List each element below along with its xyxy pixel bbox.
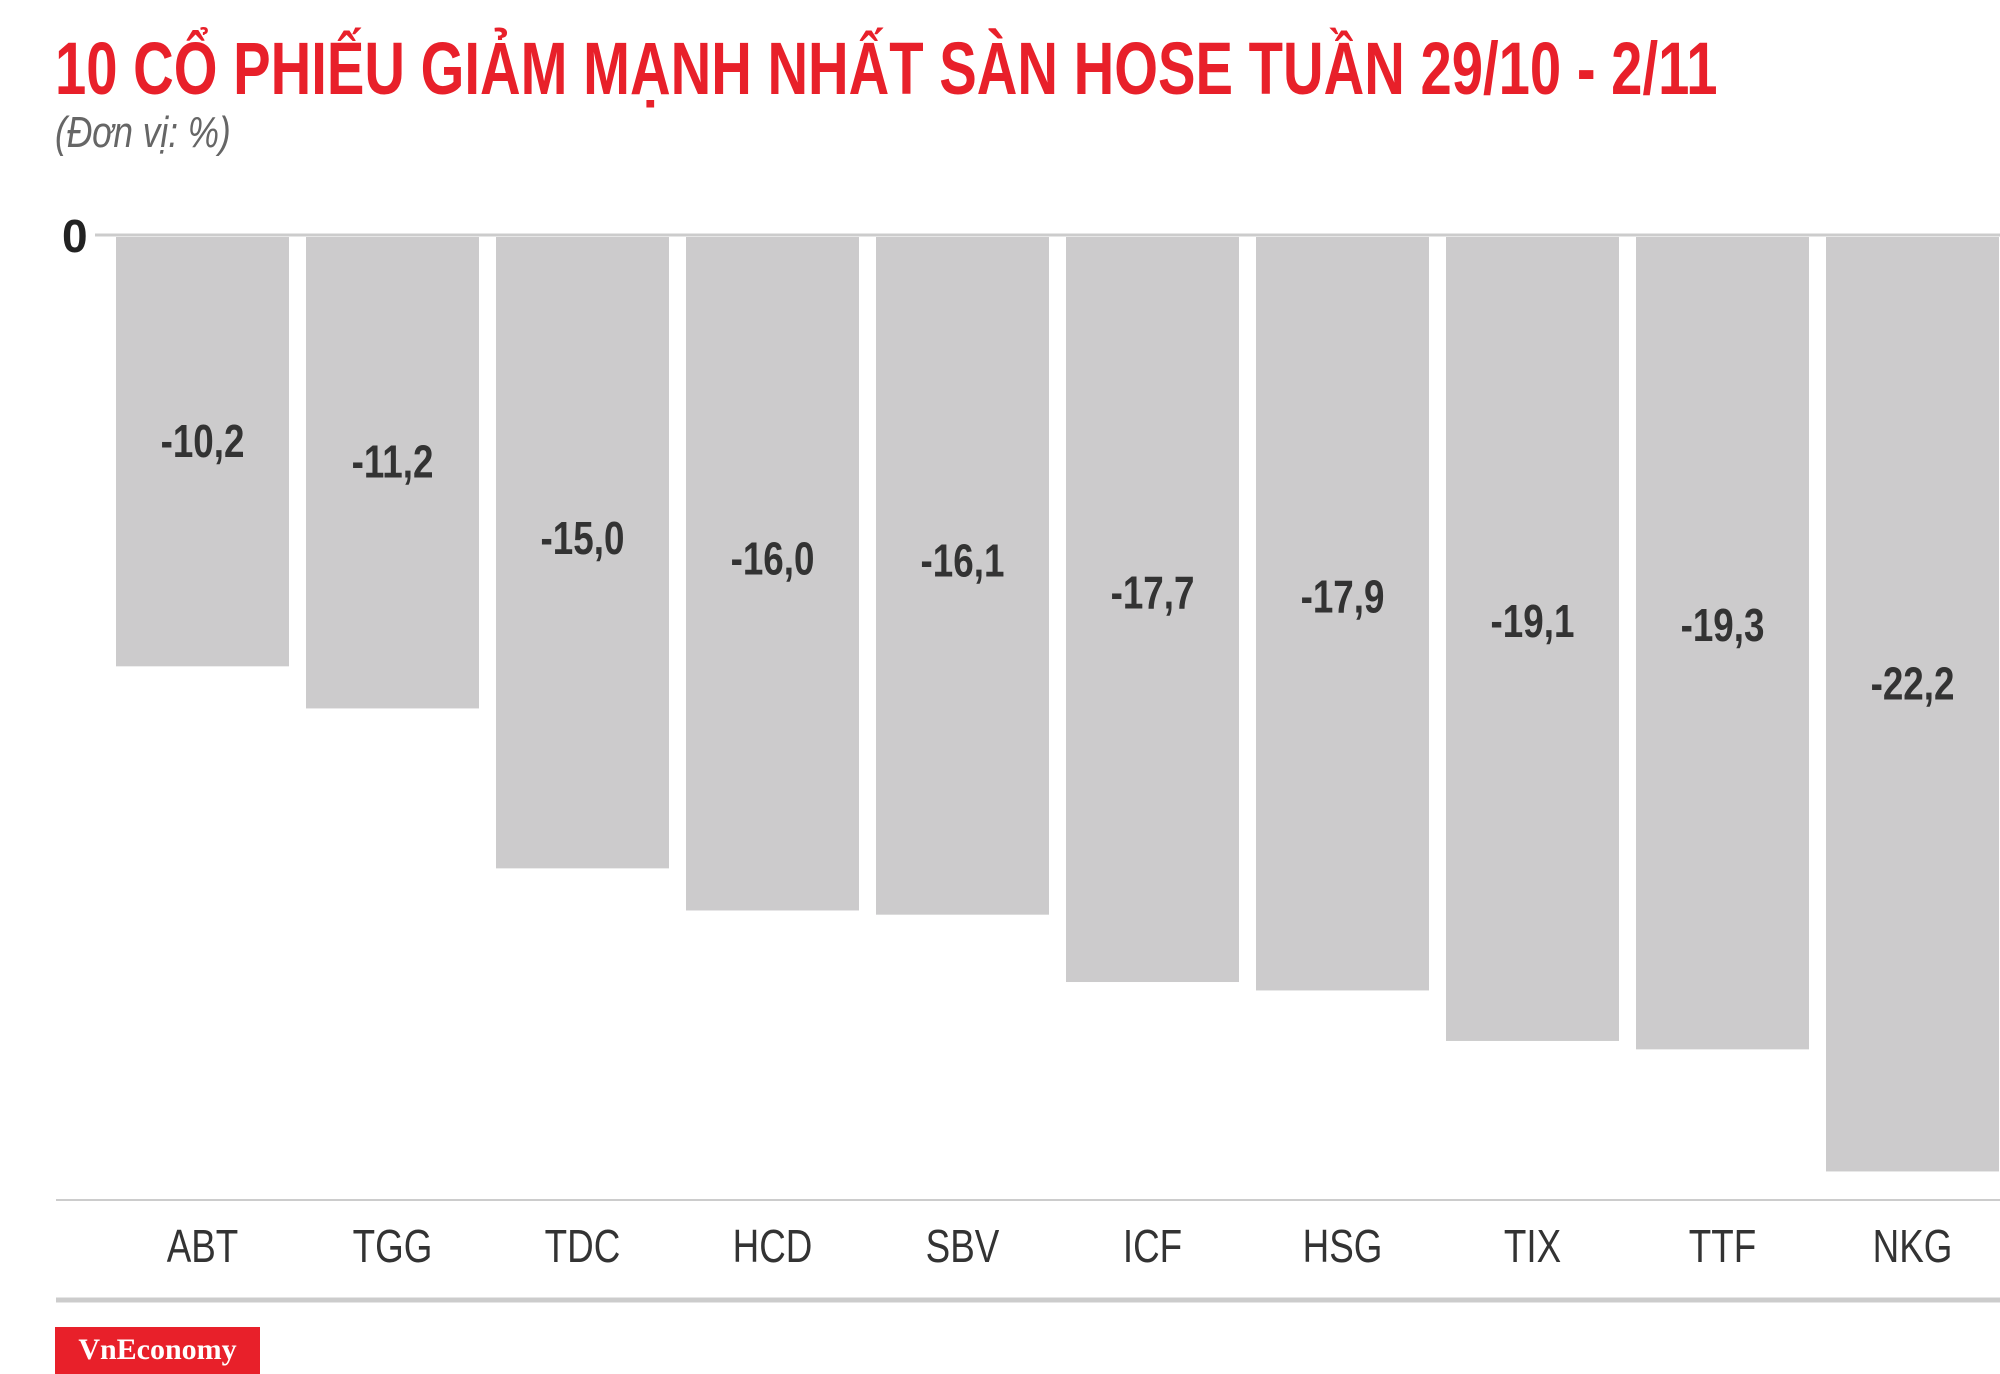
chart-title: 10 CỔ PHIẾU GIẢM MẠNH NHẤT SÀN HOSE TUẦN… (55, 27, 1718, 110)
bar-ttf (1636, 237, 1809, 1050)
value-label: -19,3 (1681, 599, 1765, 651)
bar-icf (1066, 237, 1239, 983)
bar-abt (116, 237, 289, 667)
x-tick-label: TIX (1504, 1220, 1561, 1272)
x-tick-label: ICF (1123, 1220, 1182, 1272)
bar-sbv (876, 237, 1049, 915)
value-label: -22,2 (1871, 658, 1955, 710)
x-tick-label: HCD (733, 1220, 813, 1272)
x-tick-label: HSG (1303, 1220, 1383, 1272)
x-tick-label: TTF (1689, 1220, 1756, 1272)
value-label: -19,1 (1491, 595, 1575, 647)
x-tick-label: TGG (353, 1220, 433, 1272)
bar-tgg (306, 237, 479, 709)
value-label: -16,0 (731, 532, 815, 584)
value-label: -17,7 (1111, 567, 1195, 619)
value-label: -15,0 (541, 512, 625, 564)
x-tick-label: SBV (926, 1220, 1000, 1272)
bar-hcd (686, 237, 859, 911)
value-label: -16,1 (921, 534, 1005, 586)
vneconomy-logo: VnEconomy (55, 1327, 260, 1374)
bar-hsg (1256, 237, 1429, 991)
x-tick-label: NKG (1873, 1220, 1953, 1272)
value-label: -11,2 (352, 435, 434, 487)
chart-unit-subtitle: (Đơn vị: %) (55, 108, 231, 157)
bar-nkg (1826, 237, 1999, 1172)
x-tick-label: ABT (167, 1220, 239, 1272)
value-label: -17,9 (1301, 571, 1385, 623)
bar-tix (1446, 237, 1619, 1041)
value-label: -10,2 (161, 415, 245, 467)
bar-tdc (496, 237, 669, 869)
y-tick-label-zero: 0 (62, 210, 88, 262)
x-tick-label: TDC (545, 1220, 621, 1272)
